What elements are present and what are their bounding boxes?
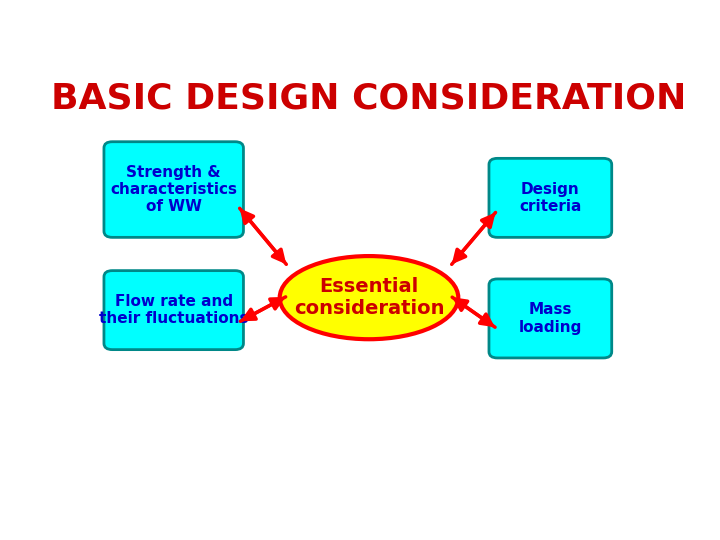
Text: Flow rate and
their fluctuations: Flow rate and their fluctuations xyxy=(99,294,248,326)
FancyBboxPatch shape xyxy=(104,141,243,238)
FancyBboxPatch shape xyxy=(104,271,243,349)
Text: Design
criteria: Design criteria xyxy=(519,181,582,214)
FancyBboxPatch shape xyxy=(489,279,612,358)
Text: BASIC DESIGN CONSIDERATION: BASIC DESIGN CONSIDERATION xyxy=(51,81,687,115)
Text: Mass
loading: Mass loading xyxy=(518,302,582,335)
Ellipse shape xyxy=(280,256,458,339)
Text: Essential
consideration: Essential consideration xyxy=(294,277,444,318)
Text: Strength &
characteristics
of WW: Strength & characteristics of WW xyxy=(110,165,237,214)
FancyBboxPatch shape xyxy=(489,158,612,238)
